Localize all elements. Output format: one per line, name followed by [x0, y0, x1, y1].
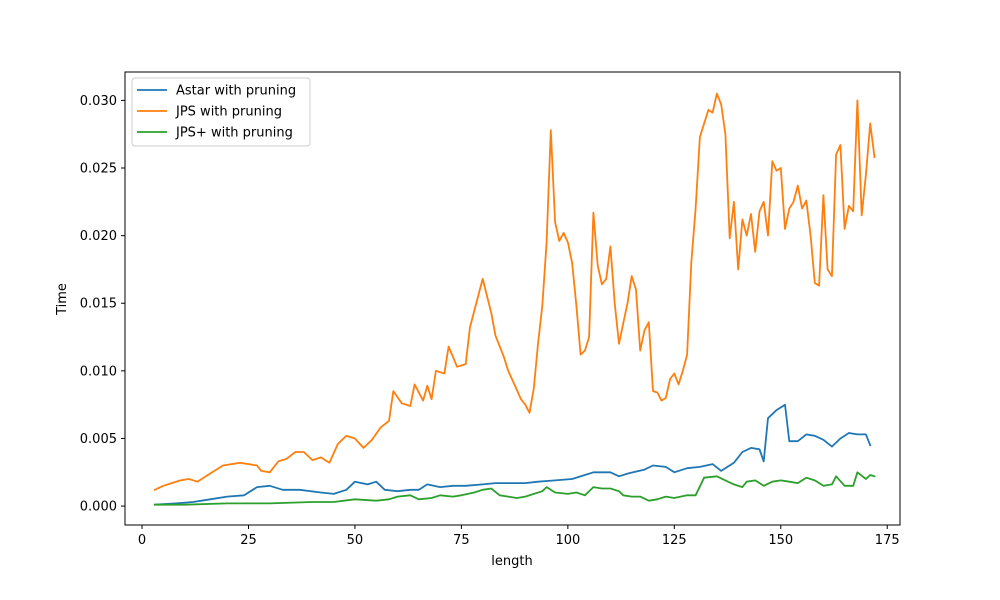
x-tick-label: 175	[875, 533, 900, 548]
legend-label: Astar with pruning	[176, 84, 296, 99]
x-tick-label: 25	[240, 533, 257, 548]
legend-label: JPS+ with pruning	[175, 126, 293, 141]
series-line-2	[153, 92, 876, 491]
legend: Astar with pruning JPS with pruning JPS+ w…	[131, 77, 311, 147]
y-tick-label: 0.015	[80, 297, 117, 312]
series-line-1	[153, 403, 872, 506]
y-tick-label: 0.030	[80, 94, 117, 109]
y-tick-label: 0.005	[80, 432, 117, 447]
y-tick-label: 0.000	[80, 500, 117, 515]
x-tick-label: 75	[453, 533, 470, 548]
x-tick-label: 0	[138, 533, 146, 548]
x-tick-label: 50	[347, 533, 364, 548]
x-tick-label: 150	[768, 533, 793, 548]
series-line-3	[153, 471, 876, 506]
plot-frame	[124, 71, 901, 526]
x-tick-label: 100	[555, 533, 580, 548]
y-axis-ticks: 0.000 0.005 0.010 0.015 0.020 0.025 0.030	[80, 94, 125, 515]
y-axis-label: Time	[55, 283, 70, 316]
x-axis-ticks: 0 25 50 75 100 125 150 175	[138, 525, 900, 548]
legend-box	[131, 77, 311, 147]
y-tick-label: 0.010	[80, 364, 117, 379]
x-tick-label: 125	[662, 533, 687, 548]
x-axis-label: length	[491, 554, 532, 569]
legend-label: JPS with pruning	[175, 105, 282, 120]
y-tick-label: 0.020	[80, 229, 117, 244]
y-tick-label: 0.025	[80, 162, 117, 177]
series-layer	[153, 92, 876, 506]
